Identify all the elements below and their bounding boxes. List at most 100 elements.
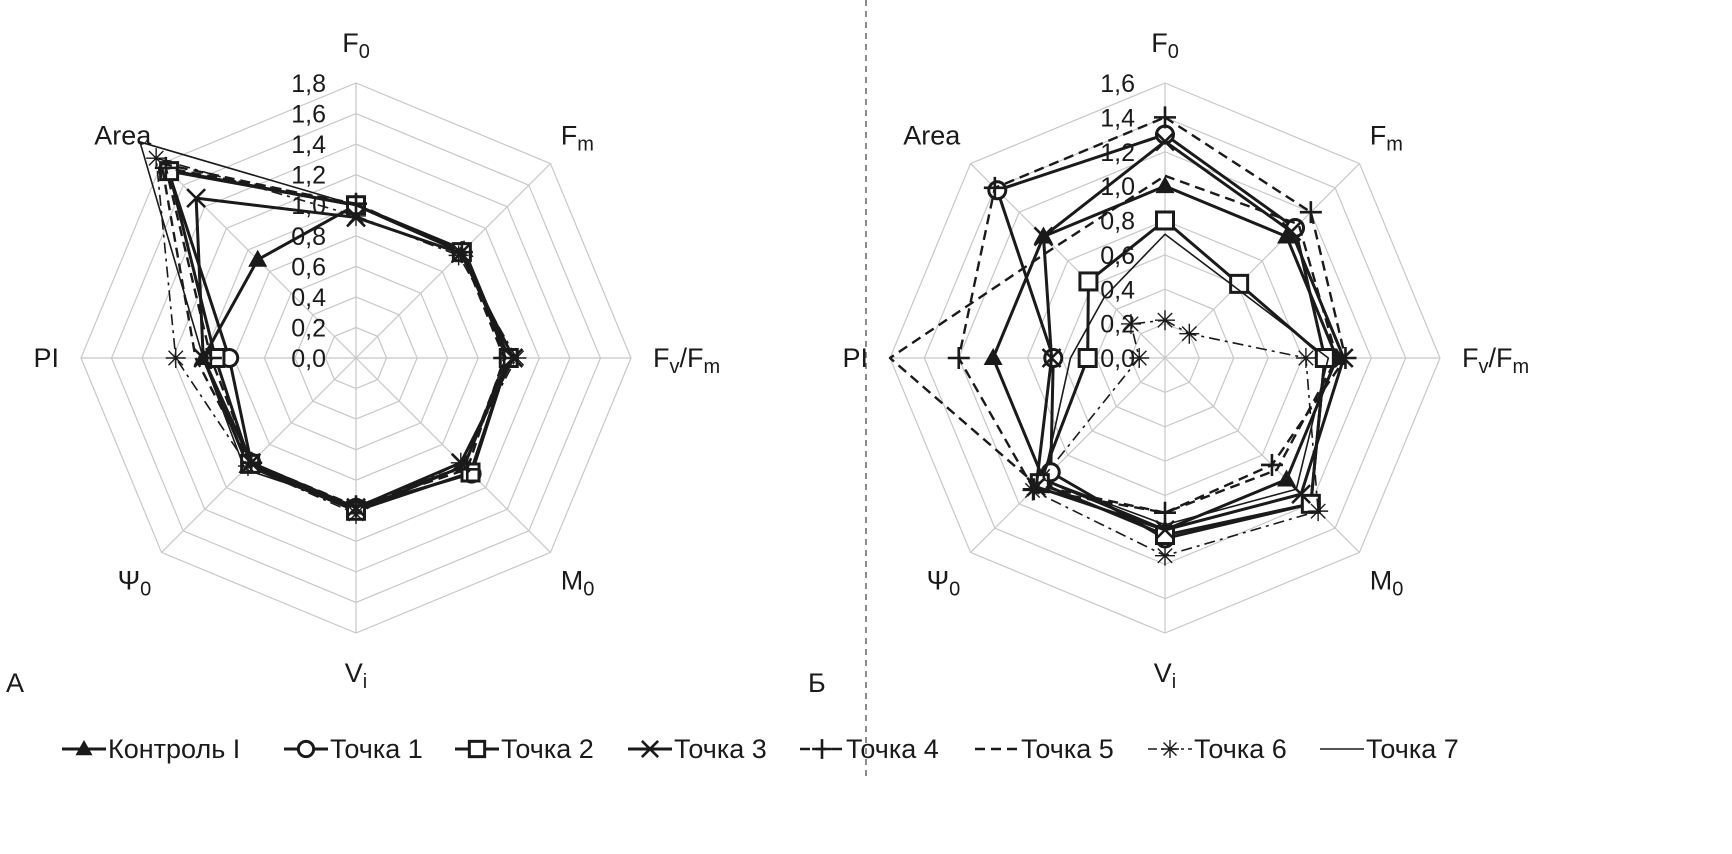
data-point-точка-6 [1155, 310, 1175, 331]
data-point-точка-4 [1334, 347, 1357, 369]
data-point-точка-3 [1291, 484, 1312, 505]
axis-label: Ψ0 [118, 566, 152, 601]
legend-label: Точка 1 [330, 734, 423, 764]
data-point-точка-1 [987, 180, 1008, 201]
axis-label: Ψ0 [927, 566, 961, 601]
series-line-точка-7 [139, 141, 507, 507]
grid-spoke [1164, 163, 1360, 359]
data-point-точка-6 [506, 348, 527, 368]
legend-item-точка-5: Точка 5 [975, 734, 1114, 764]
legend-marker [296, 739, 316, 759]
series-line-точка-6 [1031, 319, 1319, 557]
series-group [139, 141, 527, 524]
tick-label: 1,4 [291, 131, 326, 159]
radial-tick-labels: 0,00,20,40,60,81,01,21,41,6 [1100, 70, 1135, 373]
data-point-точка-6 [450, 452, 471, 473]
axis-label: F0 [1151, 28, 1179, 63]
axis-label: Fm [561, 120, 594, 155]
tick-label: 0,0 [291, 345, 326, 373]
data-point-точка-4 [1299, 201, 1322, 224]
tick-label: 0,4 [291, 284, 326, 312]
panel-label: Б [808, 668, 826, 698]
data-point-точка-3 [1155, 131, 1175, 152]
data-point-точка-4 [1154, 106, 1176, 129]
axis-labels: F0 Fm Fv/Fm M0 Vi Ψ0 PI Area [33, 28, 720, 693]
tick-label: 1,8 [291, 70, 326, 98]
axis-labels: F0 Fm Fv/Fm M0 Vi Ψ0 PI Area [842, 28, 1529, 693]
data-point-точка-6 [346, 503, 366, 524]
legend-item-точка-4: Точка 4 [800, 734, 939, 764]
legend-item-точка-7: Точка 7 [1320, 734, 1459, 764]
data-point-контроль-i [1155, 176, 1175, 194]
data-point-точка-6 [448, 245, 469, 266]
legend-label: Точка 2 [501, 734, 594, 764]
axis-label: PI [33, 343, 59, 373]
axis-label: Area [94, 120, 152, 150]
axis-label: Fv/Fm [653, 343, 720, 378]
data-point-точка-6 [1295, 348, 1316, 368]
tick-label: 1,2 [1100, 139, 1135, 167]
axis-label: F0 [342, 28, 370, 63]
data-point-точка-4 [1154, 501, 1176, 524]
legend-marker [75, 740, 93, 756]
data-point-точка-2 [1077, 348, 1098, 368]
grid-spoke [970, 357, 1166, 553]
legend-item-контроль-i: Контроль I [62, 734, 240, 764]
grid-spoke [1164, 357, 1360, 553]
series-line-точка-4 [957, 116, 1347, 514]
data-point-точка-3 [1281, 221, 1302, 242]
radar-chart-b: 0,00,20,40,60,81,01,21,41,6F0FmFv/FmM0Vi… [808, 28, 1529, 698]
axis-label: Area [903, 120, 961, 150]
data-point-контроль-i [983, 348, 1003, 365]
data-point-контроль-i [1277, 469, 1297, 487]
data-point-точка-6 [1022, 480, 1043, 501]
axis-label: M0 [1370, 566, 1404, 601]
data-point-точка-4 [983, 176, 1006, 199]
tick-label: 0,6 [1100, 242, 1135, 270]
tick-label: 1,4 [1100, 104, 1135, 132]
axis-label: Vi [345, 658, 367, 693]
data-point-точка-6 [237, 456, 258, 477]
axis-label: Fm [1370, 120, 1403, 155]
tick-label: 1,6 [291, 101, 326, 129]
axis-label: PI [842, 343, 868, 373]
axis-label: Vi [1154, 658, 1176, 693]
legend-item-точка-1: Точка 1 [284, 734, 423, 764]
series-line-точка-5 [888, 174, 1339, 514]
data-point-точка-6 [346, 205, 366, 226]
data-point-точка-6 [1308, 501, 1329, 522]
legend-marker [467, 739, 487, 759]
legend-marker [640, 739, 660, 759]
panel-label: А [6, 668, 24, 698]
data-point-точка-3 [1033, 226, 1054, 247]
data-point-точка-6 [1155, 545, 1175, 566]
data-point-точка-6 [165, 348, 186, 368]
tick-label: 1,6 [1100, 70, 1135, 98]
legend-label: Точка 6 [1194, 734, 1287, 764]
tick-label: 0,0 [1100, 345, 1135, 373]
chart-legend: Контроль I Точка 1 Точка 2 Точка 3 Точка 4 То… [62, 734, 1459, 764]
legend-item-точка-6: Точка 6 [1148, 734, 1287, 764]
axis-label: M0 [561, 566, 595, 601]
data-point-точка-2 [1155, 525, 1175, 546]
legend-label: Точка 7 [1366, 734, 1459, 764]
data-point-точка-2 [1078, 271, 1099, 292]
data-point-точка-2 [1155, 210, 1175, 231]
legend-label: Точка 4 [846, 734, 939, 764]
axis-label: Fv/Fm [1462, 343, 1529, 378]
data-point-точка-6 [1129, 348, 1150, 368]
legend-label: Точка 5 [1021, 734, 1114, 764]
data-point-точка-6 [1179, 323, 1200, 344]
tick-label: 0,2 [291, 314, 326, 342]
data-point-точка-2 [1314, 348, 1335, 368]
data-point-точка-3 [1041, 348, 1062, 368]
tick-label: 0,6 [291, 253, 326, 281]
radial-tick-labels: 0,00,20,40,60,81,01,21,41,61,8 [291, 70, 326, 373]
tick-label: 1,2 [291, 162, 326, 190]
tick-label: 0,4 [1100, 276, 1135, 304]
series-line-точка-7 [1042, 233, 1330, 526]
legend-item-точка-3: Точка 3 [628, 734, 767, 764]
radar-chart-a: 0,00,20,40,60,81,01,21,41,61,8F0FmFv/FmM… [6, 28, 720, 698]
legend-marker [812, 739, 832, 759]
